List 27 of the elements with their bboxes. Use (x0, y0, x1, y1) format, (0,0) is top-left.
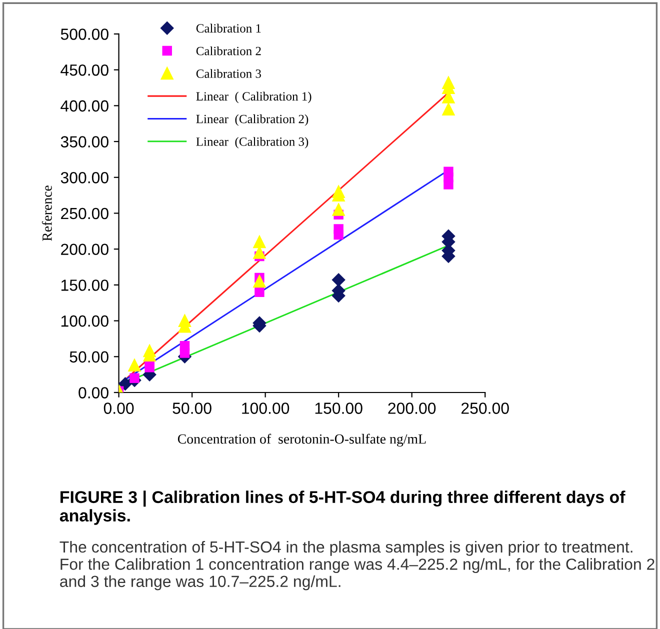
text: FIGURE 3 | Calibration lines of 5-HT-SO4 during three different days of analysis. (60, 490, 626, 525)
y-tick-label: 400.00 (60, 100, 108, 112)
y-tick-label: 350.00 (60, 136, 108, 148)
x-axis-title: Concentration of serotonin-O-sulfate ng/mL (178, 434, 426, 447)
text: The concentration of 5-HT-SO4 in the plasma samples is given prior to treatment. For the Calibration 1 concentration range was 4.4–225.2 ng/mL, for the Calibration 2 and 3 the range was 10.7–225.2 ng/mL. (60, 540, 654, 590)
y-tick-label: 0.00 (78, 387, 108, 398)
x-tick-label: 50.00 (172, 402, 212, 414)
y-tick-label: 300.00 (60, 172, 108, 184)
y-tick-label: 200.00 (61, 244, 108, 256)
x-tick-label: 250.00 (461, 402, 509, 414)
x-tick-label: 100.00 (242, 402, 290, 414)
y-tick-label: 250.00 (61, 208, 108, 220)
y-tick-label: 150.00 (61, 280, 108, 291)
legend-label: Calibration 2 (196, 46, 261, 56)
legend-label: Calibration 3 (196, 69, 261, 78)
y-tick-label: 100.00 (61, 315, 108, 327)
legend-label: Linear ( Calibration 1) (196, 92, 312, 104)
x-tick-label: 150.00 (315, 402, 362, 414)
y-tick-label: 50.00 (70, 351, 108, 363)
y-tick-label: 450.00 (60, 64, 108, 76)
y-tick-label: 500.00 (60, 28, 108, 40)
x-tick-label: 0.00 (104, 402, 134, 414)
y-axis-title: Reference (42, 186, 52, 241)
legend-label: Calibration 1 (196, 24, 261, 33)
legend-label: Linear (Calibration 3) (196, 137, 308, 148)
x-tick-label: 200.00 (388, 402, 436, 414)
legend-label: Linear (Calibration 2) (196, 114, 308, 126)
